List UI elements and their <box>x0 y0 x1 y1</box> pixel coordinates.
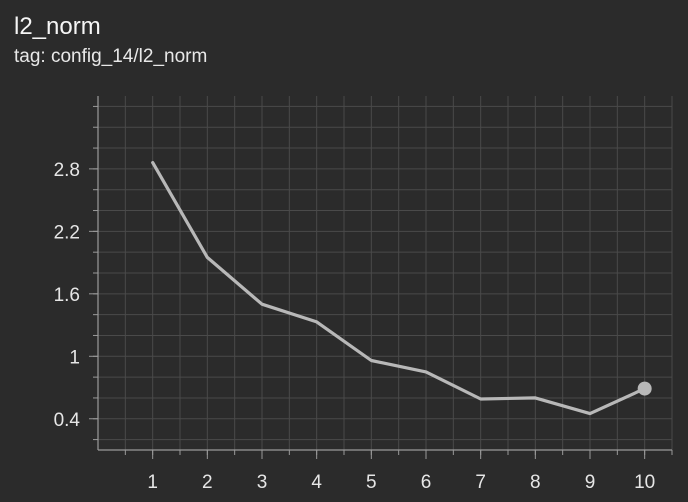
y-tick-label: 2.2 <box>54 222 80 243</box>
grid <box>98 96 673 450</box>
axes: 0.4 1 1.6 2.2 2.8 1 2 3 4 5 6 7 8 9 10 <box>54 96 673 493</box>
chart-header: l2_norm tag: config_14/l2_norm <box>14 12 207 70</box>
series-end-point <box>637 381 652 396</box>
x-tick-label: 9 <box>585 472 596 493</box>
y-tick-label: 2.8 <box>54 160 80 181</box>
x-tick-label: 10 <box>634 472 655 493</box>
x-tick-label: 4 <box>311 472 322 493</box>
series-line <box>151 161 647 416</box>
x-tick-label: 1 <box>147 472 158 493</box>
x-tick-label: 7 <box>475 472 486 493</box>
chart-tag: tag: config_14/l2_norm <box>14 46 208 67</box>
y-tick-label: 0.4 <box>54 410 81 431</box>
y-tick-label: 1.6 <box>54 285 80 306</box>
series <box>151 161 652 416</box>
x-tick-label: 2 <box>202 472 213 493</box>
chart-title: l2_norm <box>14 13 101 40</box>
x-tick-label: 6 <box>421 472 432 493</box>
x-tick-label: 5 <box>366 472 377 493</box>
y-tick-label: 1 <box>69 347 80 368</box>
x-tick-label: 8 <box>530 472 541 493</box>
x-tick-label: 3 <box>257 472 268 493</box>
